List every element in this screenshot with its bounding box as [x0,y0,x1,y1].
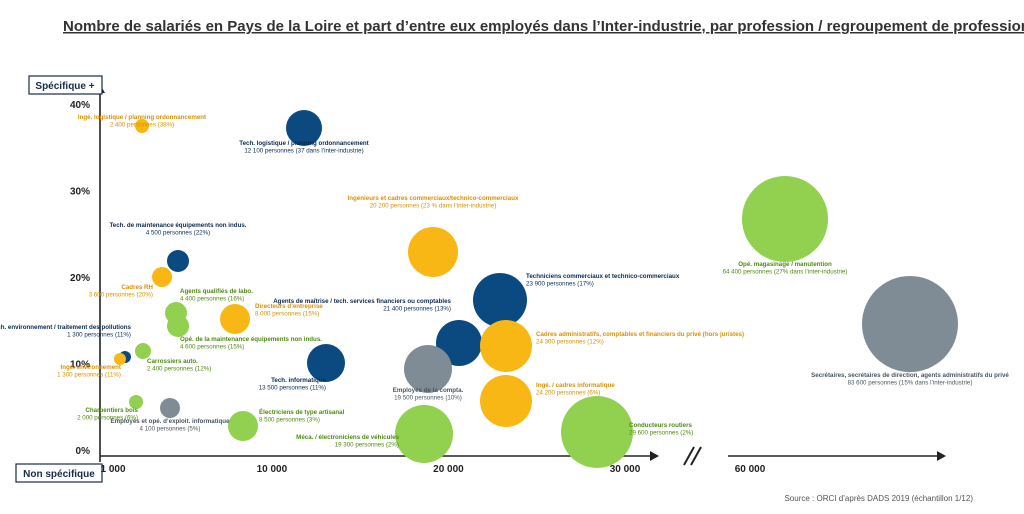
x-axis-arrow-broken [937,451,946,461]
chart-title: Nombre de salariés en Pays de la Loire e… [63,18,1024,35]
bubble [220,304,250,334]
x-tick-label: 10 000 [257,464,288,475]
bubble-label: Ingé. logistique / planning ordonnanceme… [78,114,206,128]
bubble-label: Tech. informatique 13 500 personnes (11%) [259,377,327,391]
bubble-label: Tech. logistique / planning ordonnanceme… [239,140,368,154]
bubble [473,273,527,327]
bubble [480,320,532,372]
x-tick-label: 20 000 [433,464,464,475]
x-tick-label: 30 000 [610,464,641,475]
bubble-label: Agents de maîtrise / tech. services fina… [273,298,451,312]
bubble-label: Agents qualifiés de labo. 4 400 personnes… [180,288,253,302]
bubble-label: Carrossiers auto. 2 400 personnes (12%) [147,358,211,372]
bubble [167,315,189,337]
bubble [480,375,532,427]
y-tick-label: 0% [76,446,91,457]
bubble [129,395,143,409]
y-tick-label: 10% [70,360,90,371]
bubble-label: Employés et opé. d’exploit. informatique… [111,418,231,432]
axis-break-marker [683,446,702,466]
bubble-label: Opé. magasinage / manutention 64 400 pers… [723,261,848,275]
bubble [307,344,345,382]
source-note: Source : ORCI d’après DADS 2019 (échanti… [784,494,973,503]
x-tick-label: 1 000 [100,464,125,475]
bubble-label: Techniciens commerciaux et technico-comm… [526,273,680,287]
y-top-label: Spécifique + [35,81,94,92]
bubble-label: Directeurs d’entreprise 8 000 personnes (… [255,303,323,317]
bubble-label: Charpentiers bois 2 000 personnes (6%) [77,407,138,421]
bubble [561,396,633,468]
bubble-label: Conducteurs routiers 29 600 personnes (2%… [629,422,693,436]
bubble-label: Employés de la compta. 19 500 personnes (… [393,387,464,401]
bubble [167,250,189,272]
bubble [862,276,958,372]
y-top-label-box: Spécifique + [28,75,103,95]
bubble-label: Ingénieurs et cadres commerciaux/technic… [348,195,519,209]
bubble-label: Tech. environnement / traitement des pol… [0,324,132,338]
bubble-label: Cadres RH 3 600 personnes (20%) [89,284,154,298]
x-axis-arrow [650,451,659,461]
bubble [395,405,453,463]
y-tick-label: 30% [70,187,90,198]
bubble-label: Cadres administratifs, comptables et fin… [536,331,744,345]
labels-layer: Ingé. logistique / planning ordonnanceme… [0,114,1009,448]
bubble [114,353,126,365]
x-tick-label: 60 000 [735,464,766,475]
bubble [135,343,151,359]
y-tick-label: 20% [70,273,90,284]
bubble [408,227,458,277]
bubble-label: Opé. de la maintenance équipements non i… [180,336,322,350]
y-bottom-label: Non spécifique [23,469,95,480]
bubble [152,267,172,287]
bubbles-layer [114,110,958,468]
bubble [436,320,482,366]
bubble-label: Tech. de maintenance équipements non ind… [109,222,246,236]
bubble [286,110,322,146]
y-bottom-label-box: Non spécifique [15,463,103,483]
bubble-label: Ingé. environnement 1 300 personnes (11%) [57,364,121,378]
bubble-label: Secrétaires, secrétaires de direction, a… [811,372,1009,386]
y-tick-labels: 40% 30% 20% 10% 0% [70,100,90,457]
bubble-label: Électriciens de type artisanal 8 500 pers… [259,408,345,423]
bubble-label: Méca. / électroniciens de véhicules 19 30… [296,434,399,448]
y-tick-label: 40% [70,100,90,111]
bubble-label: Ingé. / cadres informatique 24 200 person… [536,382,615,396]
bubble [135,119,149,133]
bubble [228,411,258,441]
bubble [404,345,452,393]
bubble [160,398,180,418]
bubble [742,176,828,262]
